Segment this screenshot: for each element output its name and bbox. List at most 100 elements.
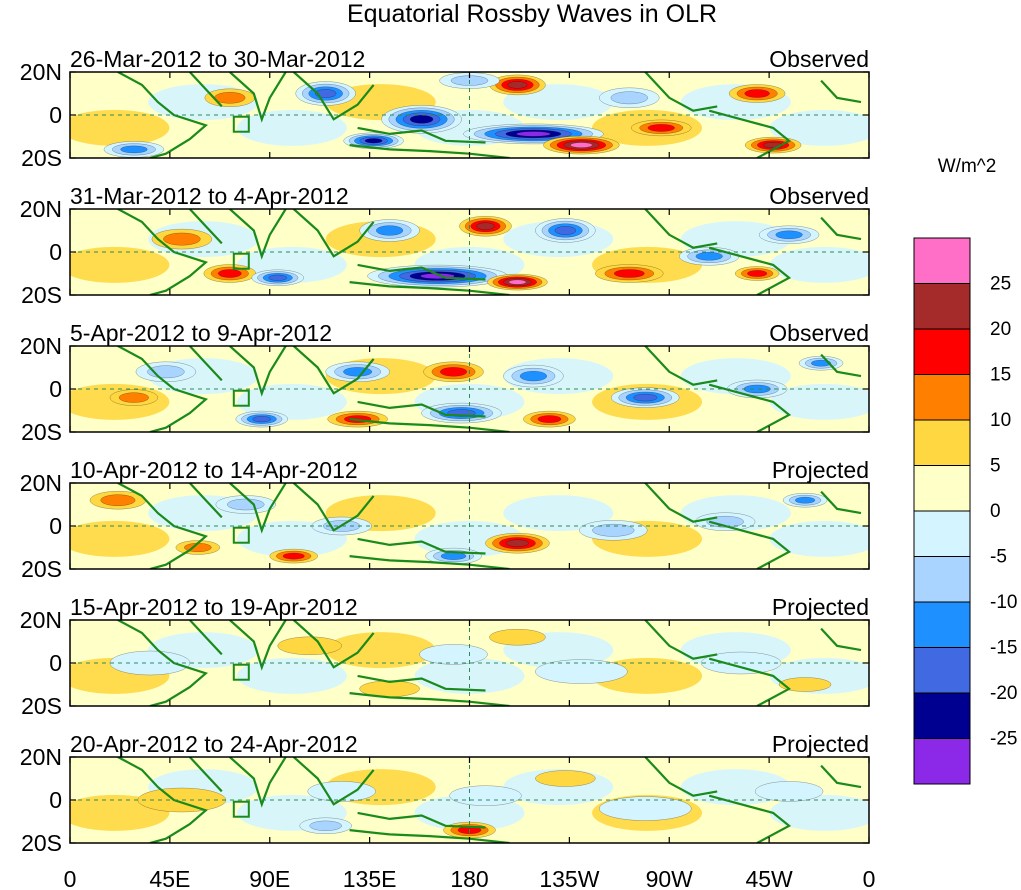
positive-anomaly-contour	[744, 89, 770, 98]
negative-anomaly-contour	[309, 820, 342, 831]
colorbar-swatch	[913, 465, 971, 512]
lat-label-20s: 20S	[21, 419, 62, 445]
coastline	[644, 757, 718, 797]
lat-label-20s: 20S	[21, 693, 62, 719]
anomaly-patch	[414, 657, 525, 694]
panel-status-label: Observed	[769, 46, 869, 72]
negative-anomaly-contour	[364, 138, 383, 144]
lon-label: 45E	[149, 866, 190, 890]
figure-title: Equatorial Rossby Waves in OLR	[347, 0, 717, 28]
positive-anomaly-contour	[647, 124, 675, 132]
coastline	[644, 72, 718, 112]
colorbar-label: 15	[990, 365, 1011, 386]
negative-anomaly-contour	[610, 91, 648, 105]
region-box-marker	[232, 252, 250, 270]
anomaly-patch	[325, 632, 436, 669]
negative-anomaly-contour	[695, 252, 723, 261]
coastline	[349, 692, 510, 706]
negative-anomaly-contour	[307, 781, 376, 802]
colorbar-swatch	[913, 556, 971, 603]
coastline	[292, 620, 375, 669]
coastline	[708, 383, 792, 432]
coastline	[292, 72, 375, 121]
negative-anomaly-contour	[775, 230, 803, 240]
panel-3: 20N 0 20S 5-Apr-2012 to 9-Apr-2012 Observed	[20, 320, 870, 445]
coastline	[117, 757, 209, 843]
lon-label: 90E	[249, 866, 290, 890]
panel-date-range: 20-Apr-2012 to 24-Apr-2012	[70, 731, 358, 757]
coastline	[117, 620, 209, 706]
coastline	[349, 144, 510, 158]
coastline	[644, 620, 718, 660]
coastline	[708, 520, 792, 569]
negative-anomaly-contour	[535, 659, 628, 684]
colorbar-swatch	[913, 237, 971, 284]
olr-anomaly-field	[70, 769, 869, 839]
lon-label: 90W	[646, 866, 694, 890]
positive-anomaly-contour	[163, 232, 201, 246]
coastline	[349, 829, 510, 843]
lat-label-20s: 20S	[21, 145, 62, 171]
anomaly-patch	[236, 109, 347, 146]
coastline	[117, 209, 209, 295]
negative-anomaly-contour	[519, 371, 547, 382]
colorbar-units: W/m^2	[938, 156, 997, 177]
panels-group: 20N 0 20S 26-Mar-2012 to 30-Mar-2012 Observe…	[20, 46, 870, 856]
lat-label-equator: 0	[49, 513, 62, 539]
region-box-marker	[232, 663, 250, 681]
lon-label: 0	[863, 866, 876, 890]
coastline	[820, 353, 862, 378]
positive-anomaly-contour	[570, 142, 593, 148]
colorbar-swatch	[913, 283, 971, 330]
region-box-marker	[232, 115, 250, 133]
coastline	[117, 72, 209, 158]
lat-label-20n: 20N	[20, 470, 62, 496]
panel-status-label: Observed	[769, 320, 869, 346]
lat-label-20n: 20N	[20, 744, 62, 770]
lat-label-equator: 0	[49, 650, 62, 676]
lon-label: 180	[450, 866, 488, 890]
coastline	[292, 483, 375, 532]
panel-date-range: 15-Apr-2012 to 19-Apr-2012	[70, 594, 358, 620]
lat-label-20s: 20S	[21, 282, 62, 308]
panel-1: 20N 0 20S 26-Mar-2012 to 30-Mar-2012 Observe…	[20, 46, 870, 171]
lat-label-equator: 0	[49, 787, 62, 813]
lon-label: 0	[64, 866, 77, 890]
lat-label-20n: 20N	[20, 196, 62, 222]
coastlines	[117, 209, 862, 295]
positive-anomaly-contour	[778, 677, 832, 692]
positive-anomaly-contour	[613, 269, 645, 278]
coastline	[349, 555, 510, 569]
coastline	[357, 674, 486, 692]
olr-anomaly-field	[70, 491, 869, 565]
panel-date-range: 10-Apr-2012 to 14-Apr-2012	[70, 457, 358, 483]
coastline	[349, 281, 510, 295]
lat-label-20n: 20N	[20, 59, 62, 85]
anomaly-patch	[236, 657, 347, 694]
negative-anomaly-contour	[252, 416, 272, 423]
colorbar-swatch	[913, 374, 971, 421]
anomaly-patch	[503, 495, 614, 532]
colorbar-swatch	[913, 601, 971, 648]
anomaly-patch	[769, 109, 869, 146]
positive-anomaly-contour	[214, 92, 246, 104]
coastline	[229, 620, 287, 671]
coastline	[229, 209, 287, 260]
coastline	[708, 246, 792, 295]
colorbar-swatch	[913, 738, 971, 785]
coastline	[644, 346, 718, 386]
coastline	[708, 657, 792, 706]
negative-anomaly-contour	[109, 650, 191, 676]
colorbar-swatch	[913, 510, 971, 557]
panel-4: 20N 0 20S 10-Apr-2012 to 14-Apr-2012 Project…	[20, 457, 870, 582]
anomaly-patch	[769, 246, 869, 283]
coastline	[357, 537, 486, 555]
coastline	[229, 757, 287, 808]
negative-anomaly-contour	[376, 225, 404, 236]
lat-label-20s: 20S	[21, 556, 62, 582]
anomaly-patch	[236, 383, 347, 420]
anomaly-patch	[70, 520, 170, 557]
coastline	[644, 209, 718, 249]
coastline	[188, 757, 223, 793]
